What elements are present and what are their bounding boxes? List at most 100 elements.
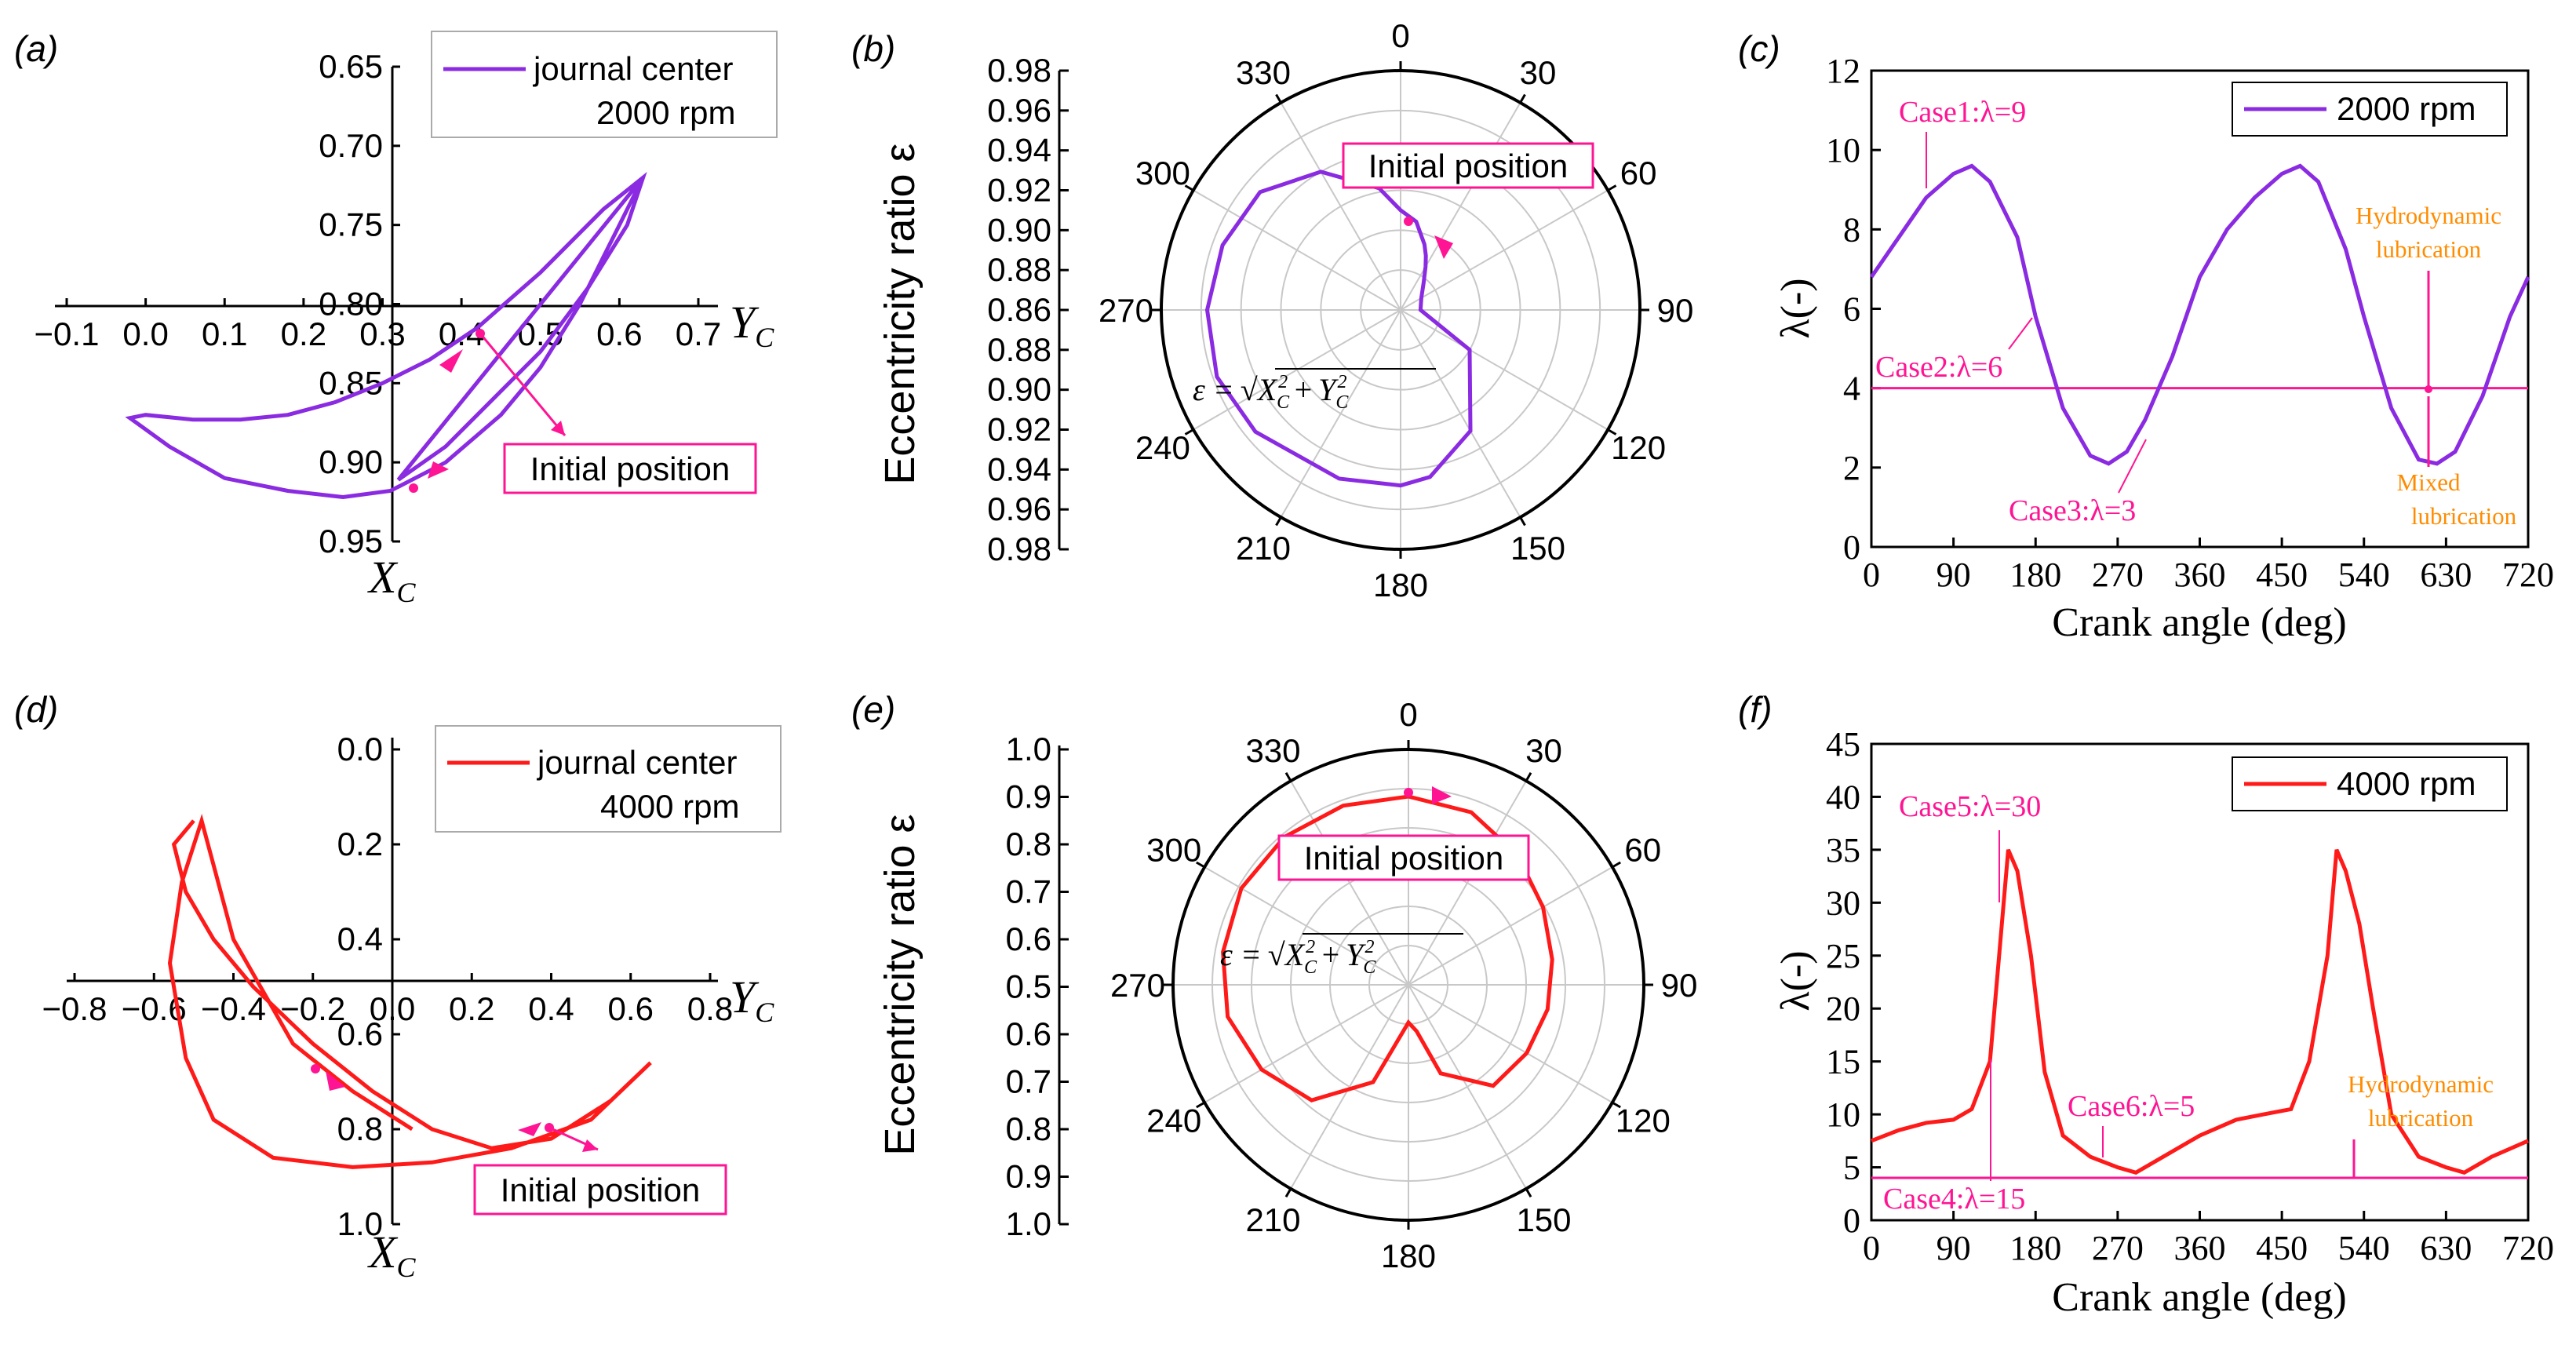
f-ytick-label: 35 bbox=[1826, 831, 1860, 869]
e-rtick-label: 0.6 bbox=[1006, 920, 1051, 957]
a-ytick-label: 0.70 bbox=[319, 127, 383, 164]
a-ytick-label: 0.90 bbox=[319, 443, 383, 480]
d-legend-speed: 4000 rpm bbox=[600, 788, 739, 825]
panel-a: −0.1 0.0 0.1 0.2 0.3 0.4 0.5 0.6 0.7 0.650.700.7… bbox=[35, 31, 778, 608]
b-grid-spoke bbox=[1193, 309, 1401, 431]
a-xtick-label: 0.2 bbox=[281, 315, 326, 352]
b-angle-label: 30 bbox=[1520, 54, 1557, 91]
c-lambda-curve bbox=[1869, 163, 2530, 466]
b-angle-label: 240 bbox=[1135, 429, 1190, 466]
e-rtick-label: 0.8 bbox=[1006, 826, 1051, 862]
e-grid-spoke bbox=[1204, 984, 1409, 1103]
a-dir-arrow-2 bbox=[428, 461, 449, 479]
b-grid-spoke bbox=[1280, 309, 1401, 518]
a-xtick-label: −0.1 bbox=[35, 315, 100, 352]
a-ytick-label: 0.65 bbox=[319, 48, 383, 85]
a-xtick-label: 0.1 bbox=[202, 315, 247, 352]
e-angle-tick bbox=[1284, 772, 1292, 782]
f-legend-label: 4000 rpm bbox=[2337, 765, 2476, 802]
b-angle-label: 300 bbox=[1135, 155, 1190, 191]
e-grid-spoke bbox=[1408, 780, 1527, 986]
b-rtick-label: 0.94 bbox=[987, 450, 1051, 487]
b-grid-spoke bbox=[1280, 102, 1401, 311]
c-ytick-label: 8 bbox=[1843, 210, 1860, 249]
a-legend-box bbox=[431, 31, 778, 138]
e-angle-tick bbox=[1525, 1188, 1532, 1197]
a-arrow-head bbox=[551, 421, 565, 436]
b-angle-tick bbox=[1607, 428, 1617, 436]
b-angle-label: 60 bbox=[1620, 155, 1657, 191]
e-rtick-label: 0.5 bbox=[1006, 968, 1051, 1005]
c-threshold-marker bbox=[2425, 385, 2432, 393]
d-xtick-label: 0.8 bbox=[687, 990, 733, 1027]
f-ytick-label: 15 bbox=[1826, 1043, 1860, 1081]
d-ytick-label: 0.0 bbox=[337, 731, 383, 767]
f-xtick-label: 450 bbox=[2256, 1229, 2308, 1267]
f-ytick-label: 20 bbox=[1826, 990, 1860, 1028]
e-angle-label: 120 bbox=[1616, 1103, 1671, 1139]
e-angle-tick bbox=[1196, 1101, 1205, 1109]
panel-label-c: (c) bbox=[1738, 28, 1780, 69]
panel-c: 0 90 180 270 360 450 540 630 720 0 2 4 6 8 10 12 Crank… bbox=[1773, 52, 2554, 645]
e-angle-label: 330 bbox=[1245, 732, 1300, 769]
e-grid-spoke bbox=[1290, 780, 1409, 986]
d-dir-arrow-2 bbox=[518, 1122, 541, 1136]
c-case2: Case2:λ=6 bbox=[1875, 351, 2002, 384]
e-rtick-label: 0.6 bbox=[1006, 1015, 1051, 1052]
f-xlabel: Crank angle (deg) bbox=[2052, 1275, 2346, 1320]
e-angle-label: 270 bbox=[1110, 967, 1165, 1004]
b-dir-arrow bbox=[1434, 235, 1453, 259]
b-formula: ε = √XC2 + YC2 bbox=[1193, 372, 1349, 413]
c-mixed-1: Mixed bbox=[2397, 468, 2461, 496]
d-x-axis-label: YC bbox=[730, 971, 774, 1028]
f-ytick-label: 10 bbox=[1826, 1095, 1860, 1134]
c-xlabel: Crank angle (deg) bbox=[2052, 600, 2346, 645]
d-xtick-label: −0.8 bbox=[42, 990, 107, 1027]
panel-label-f: (f) bbox=[1738, 689, 1772, 730]
d-marker-1 bbox=[311, 1064, 320, 1073]
c-mixed-2: lubrication bbox=[2411, 502, 2517, 530]
b-ylabel: Eccentricity ratio ε bbox=[876, 143, 924, 484]
panel-d: −0.8 −0.6 −0.4 −0.2 0.0 0.2 0.4 0.6 0.8 0.00.20.… bbox=[42, 725, 782, 1283]
b-angle-label: 180 bbox=[1373, 567, 1428, 603]
panel-label-d: (d) bbox=[14, 689, 58, 730]
b-angle-label: 270 bbox=[1099, 292, 1153, 329]
c-xtick-label: 630 bbox=[2420, 556, 2472, 594]
b-grid-spoke bbox=[1400, 309, 1609, 431]
panel-b: 0.980.960.940.920.900.880.860.880.900.92… bbox=[876, 17, 1693, 603]
b-angle-tick bbox=[1184, 428, 1194, 436]
f-ytick-label: 30 bbox=[1826, 884, 1860, 922]
f-ytick-label: 5 bbox=[1843, 1149, 1860, 1187]
e-dir-arrow bbox=[1432, 786, 1452, 804]
panel-e: 1.0 0.9 0.8 0.7 0.6 0.5 0.6 0.7 0.8 0.9 1.0 Eccent… bbox=[876, 696, 1697, 1274]
e-initial-position-label: Initial position bbox=[1304, 840, 1503, 877]
e-grid-spoke bbox=[1204, 866, 1409, 986]
b-rtick-label: 0.94 bbox=[987, 132, 1051, 169]
c-hydro-2: lubrication bbox=[2376, 235, 2482, 263]
d-xtick-label: 0.2 bbox=[449, 990, 494, 1027]
c-ytick-label: 0 bbox=[1843, 528, 1860, 567]
c-xtick-label: 450 bbox=[2256, 556, 2308, 594]
f-xtick-label: 90 bbox=[1937, 1229, 1971, 1267]
c-ytick-label: 6 bbox=[1843, 290, 1860, 329]
e-angle-label: 180 bbox=[1381, 1237, 1436, 1274]
f-xtick-label: 180 bbox=[2009, 1229, 2061, 1267]
b-angle-tick bbox=[1184, 184, 1194, 191]
c-xtick-label: 90 bbox=[1937, 556, 1971, 594]
c-xtick-label: 180 bbox=[2009, 556, 2061, 594]
b-rtick-label: 0.92 bbox=[987, 411, 1051, 448]
d-ytick-label: 0.6 bbox=[337, 1015, 383, 1052]
c-case3-arrow bbox=[2118, 439, 2147, 494]
d-xtick-label: 0.0 bbox=[370, 990, 415, 1027]
e-angle-tick bbox=[1612, 861, 1621, 869]
c-xtick-label: 540 bbox=[2338, 556, 2390, 594]
e-ylabel: Eccentricity ratio ε bbox=[876, 814, 924, 1155]
b-rtick-label: 0.98 bbox=[987, 52, 1051, 89]
b-angle-label: 90 bbox=[1657, 292, 1694, 329]
a-y-axis-label: XC bbox=[367, 552, 416, 608]
e-angle-label: 210 bbox=[1245, 1201, 1300, 1238]
e-angle-tick bbox=[1525, 772, 1532, 782]
e-grid-spoke bbox=[1290, 984, 1409, 1190]
b-grid-spoke bbox=[1400, 189, 1609, 311]
b-angle-tick bbox=[1519, 516, 1526, 527]
